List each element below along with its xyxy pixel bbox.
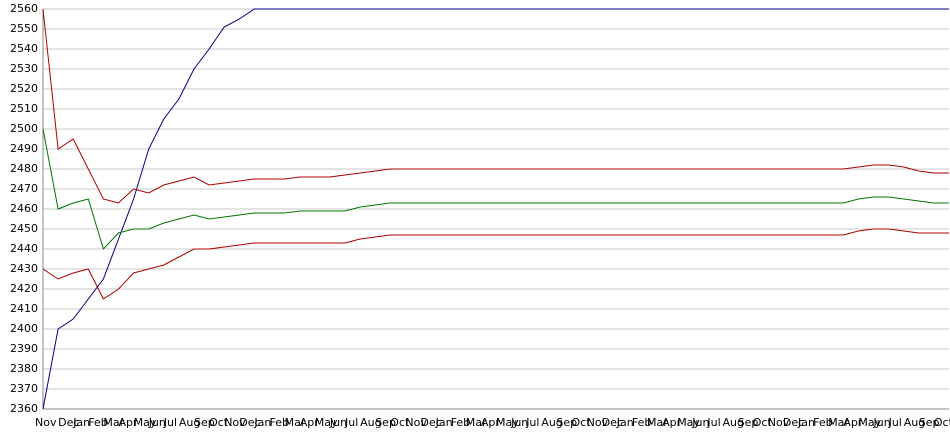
x-tick-label: Jun bbox=[148, 416, 166, 429]
x-tick-label: Jul bbox=[525, 416, 539, 429]
x-tick-label: May bbox=[496, 416, 519, 429]
x-tick-label: Jul bbox=[163, 416, 177, 429]
x-tick-label: Oct bbox=[753, 416, 773, 429]
x-tick-label: Sep bbox=[738, 416, 759, 429]
x-tick-label: Jun bbox=[510, 416, 528, 429]
y-tick-label: 2420 bbox=[10, 282, 38, 295]
y-tick-label: 2460 bbox=[10, 202, 38, 215]
y-tick-label: 2450 bbox=[10, 222, 38, 235]
x-tick-label: Dec bbox=[602, 416, 623, 429]
x-tick-label: Jan bbox=[72, 416, 90, 429]
x-tick-label: Nov bbox=[768, 416, 790, 429]
x-tick-label: Apr bbox=[119, 416, 139, 429]
x-tick-label: Nov bbox=[35, 416, 57, 429]
y-tick-label: 2480 bbox=[10, 162, 38, 175]
x-tick-label: Feb bbox=[88, 416, 107, 429]
x-tick-label: Mar bbox=[828, 416, 849, 429]
x-tick-label: Jan bbox=[253, 416, 271, 429]
x-tick-label: Jun bbox=[873, 416, 891, 429]
x-tick-label: Nov bbox=[587, 416, 609, 429]
x-tick-label: Aug bbox=[723, 416, 744, 429]
x-tick-label: Aug bbox=[360, 416, 381, 429]
x-tick-label: Feb bbox=[270, 416, 289, 429]
x-tick-label: Jul bbox=[706, 416, 720, 429]
x-tick-label: Sep bbox=[919, 416, 940, 429]
series-line bbox=[42, 8, 949, 410]
x-tick-label: Apr bbox=[662, 416, 682, 429]
y-tick-label: 2400 bbox=[10, 322, 38, 335]
x-tick-label: Dec bbox=[783, 416, 804, 429]
x-tick-label: Nov bbox=[405, 416, 427, 429]
x-tick-label: Jun bbox=[329, 416, 347, 429]
x-tick-label: Dec bbox=[239, 416, 260, 429]
x-tick-label: Oct bbox=[572, 416, 592, 429]
y-tick-label: 2510 bbox=[10, 102, 38, 115]
x-tick-label: Apr bbox=[300, 416, 320, 429]
y-tick-label: 2380 bbox=[10, 362, 38, 375]
y-tick-label: 2490 bbox=[10, 142, 38, 155]
series-line bbox=[42, 128, 949, 250]
x-tick-label: May bbox=[315, 416, 338, 429]
x-tick-label: Oct bbox=[934, 416, 950, 429]
y-tick-label: 2440 bbox=[10, 242, 38, 255]
y-tick-label: 2370 bbox=[10, 382, 38, 395]
x-tick-label: Feb bbox=[451, 416, 470, 429]
x-tick-label: Mar bbox=[285, 416, 306, 429]
x-tick-label: Nov bbox=[224, 416, 246, 429]
y-tick-label: 2410 bbox=[10, 302, 38, 315]
x-tick-label: Jul bbox=[888, 416, 902, 429]
y-tick-label: 2360 bbox=[10, 402, 38, 415]
x-tick-label: Jul bbox=[344, 416, 358, 429]
x-tick-label: Oct bbox=[209, 416, 229, 429]
x-tick-label: Dec bbox=[58, 416, 79, 429]
x-tick-label: May bbox=[677, 416, 700, 429]
y-tick-label: 2430 bbox=[10, 262, 38, 275]
x-tick-label: Apr bbox=[481, 416, 501, 429]
y-tick-label: 2500 bbox=[10, 122, 38, 135]
y-tick-label: 2560 bbox=[10, 2, 38, 15]
x-tick-label: Feb bbox=[813, 416, 832, 429]
x-tick-label: Feb bbox=[632, 416, 651, 429]
x-tick-label: Jun bbox=[691, 416, 709, 429]
x-tick-label: May bbox=[134, 416, 157, 429]
x-tick-label: Sep bbox=[375, 416, 396, 429]
y-tick-label: 2390 bbox=[10, 342, 38, 355]
series-line bbox=[42, 228, 949, 300]
y-tick-label: 2470 bbox=[10, 182, 38, 195]
x-tick-label: Apr bbox=[843, 416, 863, 429]
x-tick-label: Oct bbox=[390, 416, 410, 429]
y-tick-label: 2540 bbox=[10, 42, 38, 55]
y-tick-label: 2550 bbox=[10, 22, 38, 35]
x-tick-label: Aug bbox=[904, 416, 925, 429]
y-tick-label: 2520 bbox=[10, 82, 38, 95]
x-tick-label: Mar bbox=[103, 416, 124, 429]
x-tick-label: May bbox=[858, 416, 881, 429]
x-tick-label: Aug bbox=[179, 416, 200, 429]
x-tick-label: Sep bbox=[556, 416, 577, 429]
x-tick-label: Jan bbox=[616, 416, 634, 429]
x-tick-label: Jan bbox=[797, 416, 815, 429]
x-tick-label: Dec bbox=[421, 416, 442, 429]
x-tick-label: Sep bbox=[194, 416, 215, 429]
x-tick-label: Mar bbox=[466, 416, 487, 429]
x-tick-label: Aug bbox=[541, 416, 562, 429]
x-tick-label: Jan bbox=[435, 416, 453, 429]
y-tick-label: 2530 bbox=[10, 62, 38, 75]
x-tick-label: Mar bbox=[647, 416, 668, 429]
series-line bbox=[42, 8, 949, 204]
